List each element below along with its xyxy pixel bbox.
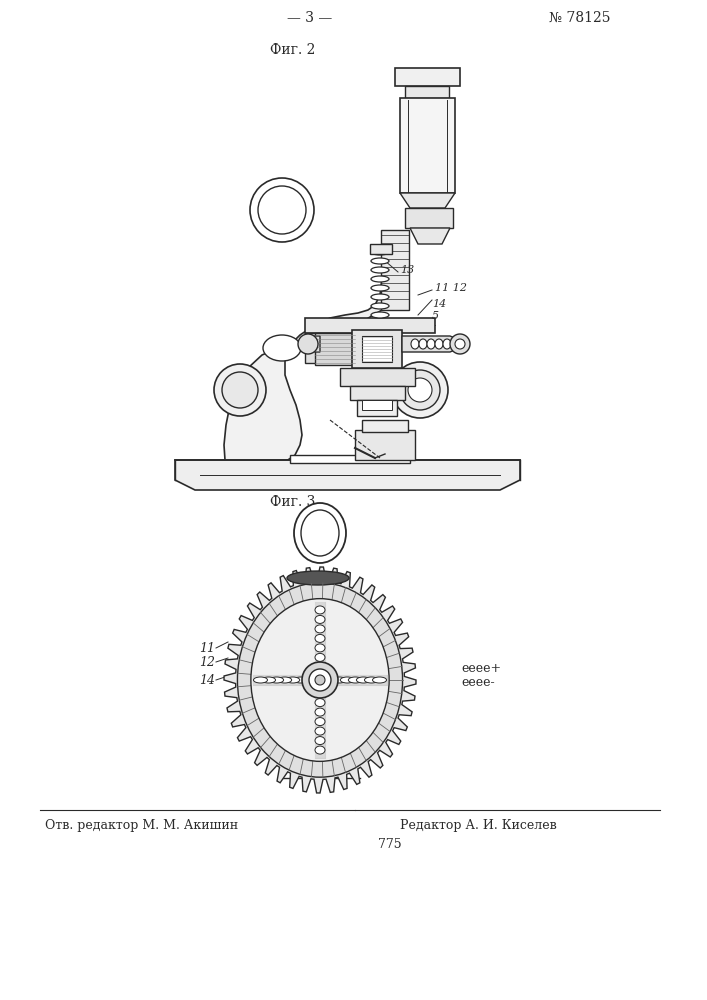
Text: № 78125: № 78125: [549, 11, 611, 25]
Text: 14: 14: [199, 674, 215, 686]
Ellipse shape: [315, 708, 325, 716]
Ellipse shape: [371, 276, 389, 282]
Ellipse shape: [287, 571, 349, 585]
Bar: [362, 336, 392, 362]
Text: eeee+: eeee+: [461, 662, 501, 674]
Circle shape: [302, 662, 338, 698]
Circle shape: [258, 186, 306, 234]
Circle shape: [315, 675, 325, 685]
Ellipse shape: [315, 606, 325, 614]
Ellipse shape: [373, 677, 387, 683]
Ellipse shape: [435, 339, 443, 349]
Ellipse shape: [315, 718, 325, 726]
Ellipse shape: [371, 294, 389, 300]
Circle shape: [455, 339, 465, 349]
Bar: [370, 244, 392, 254]
Ellipse shape: [251, 599, 389, 761]
Polygon shape: [224, 245, 392, 478]
Text: eeee-: eeee-: [461, 676, 495, 690]
Circle shape: [222, 372, 258, 408]
Bar: [352, 330, 402, 368]
Ellipse shape: [315, 737, 325, 745]
Polygon shape: [315, 333, 355, 365]
Ellipse shape: [427, 339, 435, 349]
Ellipse shape: [371, 249, 389, 255]
Ellipse shape: [294, 677, 308, 683]
Ellipse shape: [315, 615, 325, 623]
Polygon shape: [308, 336, 320, 352]
Bar: [381, 230, 409, 310]
Text: 11: 11: [278, 593, 294, 606]
Bar: [340, 368, 415, 386]
Bar: [305, 333, 335, 363]
Ellipse shape: [356, 677, 370, 683]
Bar: [395, 68, 460, 86]
Bar: [400, 98, 455, 193]
Bar: [350, 386, 405, 400]
Ellipse shape: [263, 335, 301, 361]
Circle shape: [298, 334, 318, 354]
Bar: [362, 420, 408, 432]
Polygon shape: [402, 336, 460, 352]
Bar: [357, 400, 397, 416]
Text: 14: 14: [432, 299, 446, 309]
Ellipse shape: [371, 312, 389, 318]
Bar: [405, 86, 449, 98]
Ellipse shape: [315, 634, 325, 642]
Ellipse shape: [294, 503, 346, 563]
Ellipse shape: [315, 625, 325, 633]
Ellipse shape: [349, 677, 362, 683]
Text: 775: 775: [378, 838, 402, 852]
Ellipse shape: [371, 285, 389, 291]
Text: Отв. редактор М. М. Акишин: Отв. редактор М. М. Акишин: [45, 818, 238, 832]
Polygon shape: [175, 460, 520, 490]
Ellipse shape: [340, 677, 354, 683]
Circle shape: [450, 334, 470, 354]
Ellipse shape: [315, 653, 325, 661]
Text: Редактор А. И. Киселев: Редактор А. И. Киселев: [400, 818, 556, 832]
Ellipse shape: [443, 339, 451, 349]
Ellipse shape: [238, 583, 402, 777]
Bar: [355, 430, 415, 460]
Polygon shape: [400, 193, 455, 208]
Bar: [305, 318, 435, 333]
Text: 5: 5: [432, 311, 439, 321]
Ellipse shape: [269, 677, 284, 683]
Bar: [290, 455, 410, 463]
Text: 11 12: 11 12: [435, 283, 467, 293]
Ellipse shape: [332, 677, 346, 683]
Text: Фиг. 3: Фиг. 3: [270, 495, 315, 509]
Bar: [362, 400, 392, 410]
Circle shape: [309, 669, 331, 691]
Ellipse shape: [286, 677, 300, 683]
Ellipse shape: [371, 258, 389, 264]
Ellipse shape: [411, 339, 419, 349]
Ellipse shape: [371, 267, 389, 273]
Polygon shape: [224, 567, 416, 793]
Text: 13: 13: [400, 265, 414, 275]
Ellipse shape: [315, 746, 325, 754]
Ellipse shape: [315, 644, 325, 652]
Ellipse shape: [315, 727, 325, 735]
Circle shape: [408, 378, 432, 402]
Text: 11: 11: [199, 642, 215, 654]
Text: 12: 12: [199, 656, 215, 668]
Circle shape: [250, 178, 314, 242]
Circle shape: [400, 370, 440, 410]
Ellipse shape: [371, 303, 389, 309]
Ellipse shape: [301, 510, 339, 556]
Polygon shape: [410, 228, 450, 244]
Text: — 3 —: — 3 —: [287, 11, 332, 25]
Ellipse shape: [278, 677, 292, 683]
Text: Фиг. 2: Фиг. 2: [270, 43, 315, 57]
Ellipse shape: [419, 339, 427, 349]
Bar: [405, 208, 453, 228]
Ellipse shape: [254, 677, 267, 683]
Ellipse shape: [315, 699, 325, 707]
Ellipse shape: [262, 677, 276, 683]
Ellipse shape: [364, 677, 378, 683]
Circle shape: [392, 362, 448, 418]
Circle shape: [214, 364, 266, 416]
